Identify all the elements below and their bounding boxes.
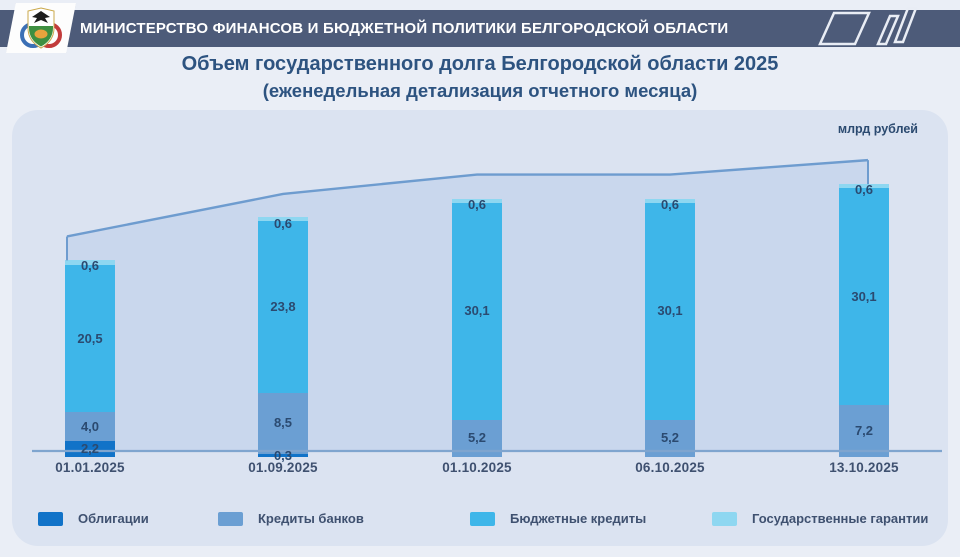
bar-segment-guarantees bbox=[258, 217, 308, 222]
x-axis-date-label: 01.09.2025 bbox=[248, 460, 318, 475]
x-axis-date-label: 01.01.2025 bbox=[55, 460, 125, 475]
bar-value-label: 5,2 bbox=[467, 430, 487, 446]
page-title-line1: Объем государственного долга Белгородско… bbox=[181, 53, 779, 75]
x-axis-date-label: 06.10.2025 bbox=[635, 460, 705, 475]
x-axis-date-label: 01.10.2025 bbox=[442, 460, 512, 475]
chart-legend: Облигации Кредиты банков Бюджетные кредиты… bbox=[12, 511, 948, 535]
bar-value-label: 7,2 bbox=[854, 423, 874, 439]
page-title: Объем государственного долга Белгородско… bbox=[0, 50, 960, 104]
legend-label: Бюджетные кредиты bbox=[510, 511, 647, 526]
page-title-line2: (еженедельная детализация отчетного меся… bbox=[262, 80, 698, 101]
bar-value-label: 5,2 bbox=[660, 430, 680, 446]
bar-value-label: 0,3 bbox=[273, 447, 293, 463]
chart-panel: млрд рублей 2,2 4,0 20,5 0,6 01.01.2025 0,3 8,… bbox=[12, 110, 948, 546]
bar-value-label: 2,2 bbox=[80, 441, 100, 457]
bar-segment-bonds bbox=[258, 454, 308, 457]
legend-label: Облигации bbox=[78, 511, 149, 526]
bar-segment-bonds bbox=[65, 441, 115, 457]
legend-item: Государственные гарантии bbox=[712, 511, 928, 526]
legend-label: Государственные гарантии bbox=[752, 511, 929, 526]
bar-segment-budget-credits bbox=[839, 188, 889, 406]
bar-value-label: 0,6 bbox=[854, 182, 874, 198]
bar-segment-budget-credits bbox=[65, 264, 115, 413]
bar-value-label: 4,0 bbox=[80, 418, 100, 434]
bar-segment-budget-credits bbox=[645, 202, 695, 420]
bar-value-label: 30,1 bbox=[657, 303, 683, 319]
legend-swatch-icon bbox=[712, 511, 737, 526]
bar-value-label: 0,6 bbox=[80, 258, 100, 274]
legend-label: Кредиты банков bbox=[258, 511, 364, 526]
legend-item: Кредиты банков bbox=[218, 511, 364, 526]
bar-segment-guarantees bbox=[645, 198, 695, 203]
bar-value-label: 0,6 bbox=[273, 215, 293, 231]
bar-segment-bank-credits bbox=[839, 405, 889, 457]
x-axis-date-label: 13.10.2025 bbox=[829, 460, 899, 475]
ministry-title: МИНИСТЕРСТВО ФИНАНСОВ И БЮДЖЕТНОЙ ПОЛИТИ… bbox=[80, 20, 729, 37]
stacked-bar-chart: 2,2 4,0 20,5 0,6 01.01.2025 0,3 8,5 23,8 0,6 01.0… bbox=[12, 110, 948, 546]
legend-swatch-icon bbox=[218, 511, 243, 526]
unit-label: млрд рублей bbox=[837, 122, 918, 136]
legend-item: Бюджетные кредиты bbox=[470, 511, 646, 526]
bar-segment-guarantees bbox=[65, 260, 115, 265]
header-bar: МИНИСТЕРСТВО ФИНАНСОВ И БЮДЖЕТНОЙ ПОЛИТИ… bbox=[0, 3, 960, 53]
bar-value-label: 30,1 bbox=[851, 288, 877, 304]
bar-value-label: 20,5 bbox=[77, 330, 103, 346]
bar-segment-budget-credits bbox=[452, 202, 502, 420]
bar-segment-budget-credits bbox=[258, 221, 308, 393]
legend-swatch-icon bbox=[38, 511, 63, 526]
bar-segment-bank-credits bbox=[65, 412, 115, 442]
decorative-slashes-icon bbox=[818, 6, 918, 46]
totals-line bbox=[66, 158, 869, 238]
bar-value-label: 30,1 bbox=[464, 303, 490, 319]
bar-value-label: 0,6 bbox=[660, 196, 680, 212]
coat-of-arms-icon bbox=[6, 3, 76, 53]
bar-segment-bank-credits bbox=[258, 392, 308, 454]
bar-value-label: 23,8 bbox=[270, 299, 296, 315]
bar-value-label: 8,5 bbox=[273, 415, 293, 431]
bar-segment-guarantees bbox=[839, 184, 889, 189]
bar-value-label: 0,6 bbox=[467, 196, 487, 212]
legend-swatch-icon bbox=[470, 511, 495, 526]
legend-item: Облигации bbox=[38, 511, 149, 526]
bar-segment-guarantees bbox=[452, 198, 502, 203]
